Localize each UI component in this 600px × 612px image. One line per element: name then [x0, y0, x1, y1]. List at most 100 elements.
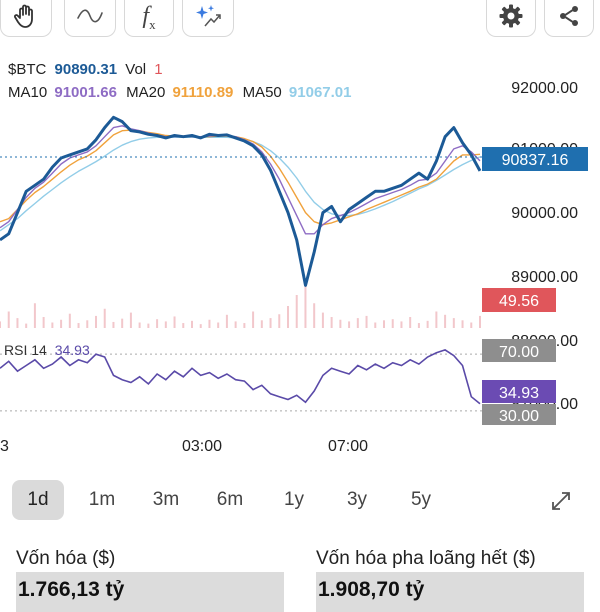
- series-line-btc: [0, 115, 482, 287]
- rsi-70-tag: [482, 339, 556, 362]
- time-axis: 3 03:00 07:00: [0, 438, 368, 455]
- volume-tag-text: 49.56: [499, 293, 539, 310]
- volume-bar: [374, 322, 377, 328]
- volume-bar: [365, 315, 368, 328]
- rsi-legend-value: 34.93: [55, 342, 90, 358]
- gear-icon: [498, 3, 524, 34]
- volume-bar: [391, 319, 394, 328]
- volume-bar: [112, 321, 115, 328]
- period-6m[interactable]: 6m: [216, 489, 244, 510]
- volume-bar: [339, 319, 342, 328]
- current-price-text: 90837.16: [502, 152, 569, 169]
- volume-bar: [400, 321, 403, 328]
- period-selector: 1d 1m 3m 6m 1y 3y 5y: [0, 476, 600, 526]
- volume-bar: [479, 315, 481, 328]
- volume-bar: [121, 318, 124, 328]
- settings-button[interactable]: [486, 0, 536, 37]
- price-value: 90890.31: [55, 61, 118, 78]
- volume-bar: [225, 314, 228, 328]
- volume-tag: [482, 288, 556, 312]
- volume-bar: [417, 323, 420, 328]
- rsi-panel: [0, 349, 482, 412]
- expand-icon: [549, 489, 573, 518]
- symbol-label: $BTC: [8, 61, 47, 78]
- volume-bar: [95, 315, 97, 328]
- period-3m[interactable]: 3m: [152, 489, 180, 510]
- volume-bar: [173, 316, 176, 328]
- rsi-line: [0, 349, 481, 405]
- price-series: [0, 115, 482, 287]
- ma20-label: MA20: [126, 84, 165, 101]
- volume-bar: [461, 320, 464, 328]
- period-1d[interactable]: 1d: [12, 480, 64, 520]
- volume-bar: [452, 318, 455, 328]
- volume-bar: [191, 320, 193, 328]
- volume-bar: [287, 306, 289, 328]
- series-line-ma50: [0, 136, 481, 232]
- volume-bar: [304, 281, 307, 328]
- volume-bar: [426, 320, 429, 328]
- hand-icon: [12, 2, 40, 35]
- volume-bar: [348, 321, 351, 328]
- volume-bar: [269, 318, 272, 328]
- volume-bar: [208, 319, 211, 328]
- rsi-label: RSI 14: [4, 342, 47, 358]
- wave-tool-button[interactable]: [64, 0, 116, 37]
- series-line-ma20: [0, 129, 481, 226]
- hand-tool-button[interactable]: [0, 0, 52, 37]
- volume-bar: [313, 303, 316, 328]
- ma50-label: MA50: [243, 84, 282, 101]
- ai-drawing-button[interactable]: [182, 0, 234, 37]
- period-5y[interactable]: 5y: [410, 489, 432, 510]
- ma20-value: 91110.89: [172, 84, 233, 101]
- function-icon: fx: [142, 3, 156, 32]
- time-axis-label: 3: [0, 438, 9, 455]
- volume-bars: [0, 281, 481, 328]
- volume-bar: [444, 314, 447, 328]
- share-icon: [557, 4, 581, 33]
- function-tool-button[interactable]: fx: [124, 0, 174, 37]
- ma10-value: 91001.66: [54, 84, 117, 101]
- period-1m[interactable]: 1m: [88, 489, 116, 510]
- rsi-value-text: 34.93: [499, 385, 539, 402]
- volume-bar: [321, 312, 324, 328]
- time-axis-label: 07:00: [328, 438, 368, 455]
- volume-bar: [295, 295, 298, 328]
- volume-bar: [129, 312, 132, 328]
- volume-bar: [42, 317, 45, 328]
- volume-bar: [164, 321, 167, 328]
- period-1y[interactable]: 1y: [283, 489, 305, 510]
- vol-label: Vol: [125, 61, 146, 78]
- share-button[interactable]: [544, 0, 594, 37]
- volume-bar: [435, 311, 438, 328]
- volume-bar: [470, 322, 473, 328]
- volume-bar: [182, 323, 185, 328]
- volume-bar: [199, 324, 202, 328]
- vol-value: 1: [154, 61, 162, 78]
- volume-bar: [7, 311, 10, 328]
- rsi-value-tag: [482, 380, 556, 403]
- market-cap-value: 1.766,13 tỷ: [18, 578, 125, 601]
- market-cap-label: Vốn hóa ($): [16, 548, 116, 569]
- volume-bar: [60, 319, 63, 328]
- volume-bar: [68, 313, 71, 328]
- ma50-value: 91067.01: [289, 84, 352, 101]
- volume-bar: [16, 318, 19, 328]
- volume-bar: [278, 314, 281, 328]
- price-axis-label: 89000.00: [511, 269, 578, 286]
- period-3y[interactable]: 3y: [346, 489, 368, 510]
- volume-bar: [25, 323, 28, 328]
- rsi-30-tag: [482, 404, 556, 425]
- volume-bar: [234, 321, 237, 328]
- volume-bar: [138, 322, 141, 328]
- expand-button[interactable]: [544, 486, 578, 520]
- price-chart[interactable]: 92000.0091000.0090000.0089000.0088000.00…: [0, 0, 600, 470]
- volume-bar: [147, 323, 150, 328]
- volume-bar: [383, 320, 385, 328]
- volume-bar: [86, 320, 89, 328]
- volume-bar: [33, 303, 36, 328]
- svg-text:MA10 91001.66 MA20: MA10 91001.66 MA20 91110.89 MA50 91067.0…: [8, 84, 352, 101]
- time-axis-label: 03:00: [182, 438, 222, 455]
- ma10-label: MA10: [8, 84, 47, 101]
- volume-bar: [356, 318, 359, 328]
